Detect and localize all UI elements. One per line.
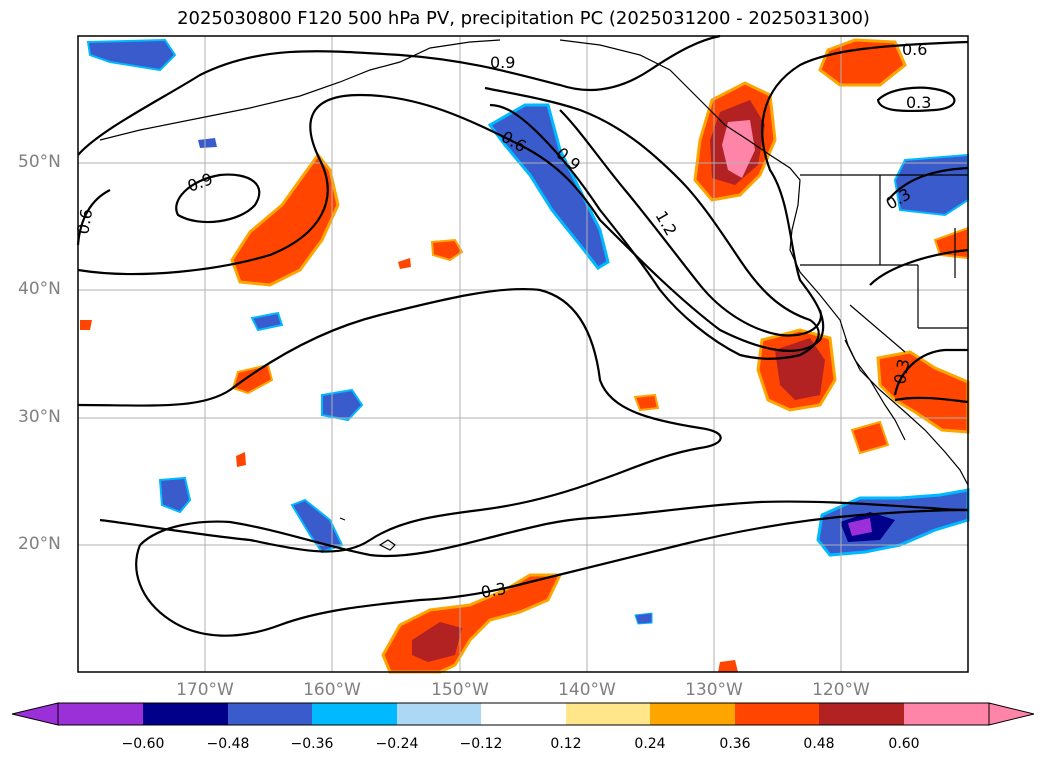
colorbar-tick-label: 0.24 <box>634 736 666 752</box>
colorbar-tick-label: −0.48 <box>206 736 250 752</box>
colorbar-bin <box>312 703 397 725</box>
pv-contours <box>76 34 969 637</box>
coastlines <box>99 39 969 551</box>
neg-anomaly-patch <box>198 138 217 148</box>
contour-label: 0.3 <box>890 357 913 385</box>
colorbar-bin <box>228 703 312 725</box>
colorbar-bin <box>819 703 904 725</box>
precip-anomaly-fills <box>80 38 970 674</box>
colorbar-tick-label: 0.48 <box>803 736 835 752</box>
colorbar-bin <box>58 703 143 725</box>
colorbar-bin <box>650 703 735 725</box>
lat-label: 30°N <box>18 407 61 427</box>
contour-label: 1.2 <box>652 208 681 240</box>
lat-label: 40°N <box>18 279 61 299</box>
pos-anomaly-patch <box>876 350 970 434</box>
lon-label: 130°W <box>685 680 743 700</box>
colorbar-bin <box>904 703 989 725</box>
pos-anomaly-patch <box>236 452 246 467</box>
neg-anomaly-patch <box>290 498 344 554</box>
pos-anomaly-patch <box>230 152 340 287</box>
colorbar-tick-label: −0.24 <box>375 736 419 752</box>
colorbar-tick-label: −0.36 <box>290 736 334 752</box>
neg-anomaly-patch <box>158 476 192 514</box>
extreme-neg-anomaly-patch <box>848 518 872 536</box>
neg-anomaly-patch <box>86 38 177 72</box>
contour-label: 0.9 <box>490 53 515 72</box>
pos-anomaly-patch <box>398 258 411 269</box>
lat-label: 20°N <box>18 534 61 554</box>
pos-anomaly-patch <box>850 420 890 455</box>
pos-anomaly-patch <box>633 393 660 412</box>
contour-label: 0.3 <box>479 579 507 602</box>
lon-label: 170°W <box>176 680 234 700</box>
colorbar-bin <box>143 703 228 725</box>
lon-label: 140°W <box>558 680 616 700</box>
colorbar-bin <box>481 703 566 725</box>
strong-pos-anomaly-patch <box>775 338 825 400</box>
colorbar-bin <box>566 703 650 725</box>
lon-label: 120°W <box>812 680 870 700</box>
colorbar-tick-label: −0.60 <box>121 736 165 752</box>
neg-anomaly-patch <box>634 612 653 625</box>
map-frame <box>77 35 969 673</box>
contour-label: 0.6 <box>73 207 96 235</box>
colorbar-extend-high <box>988 702 1035 726</box>
pos-anomaly-patch <box>231 363 274 395</box>
lon-label: 160°W <box>303 680 361 700</box>
pos-anomaly-patch <box>80 320 92 330</box>
colorbar <box>11 702 1035 726</box>
contour-label: 0.6 <box>902 40 927 59</box>
contour-label: 0.9 <box>185 169 215 196</box>
contour-label: 0.3 <box>906 93 931 112</box>
neg-anomaly-patch <box>321 388 364 422</box>
lon-label: 150°W <box>431 680 489 700</box>
colorbar-frame <box>57 702 990 726</box>
lat-label: 50°N <box>18 152 61 172</box>
colorbar-tick-label: 0.12 <box>550 736 582 752</box>
strong-pos-anomaly-patch <box>412 622 462 662</box>
pos-anomaly-patch <box>718 660 738 672</box>
pos-anomaly-patch <box>381 573 563 674</box>
colorbar-tick-label: 0.60 <box>888 736 920 752</box>
colorbar-bin <box>735 703 819 725</box>
colorbar-extend-low <box>11 702 59 726</box>
colorbar-tick-label: −0.12 <box>459 736 503 752</box>
pos-anomaly-patch <box>430 238 464 262</box>
map-title: 2025030800 F120 500 hPa PV, precipitatio… <box>177 8 870 29</box>
colorbar-bin <box>397 703 481 725</box>
colorbar-tick-label: 0.36 <box>719 736 751 752</box>
neg-anomaly-patch <box>250 311 284 332</box>
